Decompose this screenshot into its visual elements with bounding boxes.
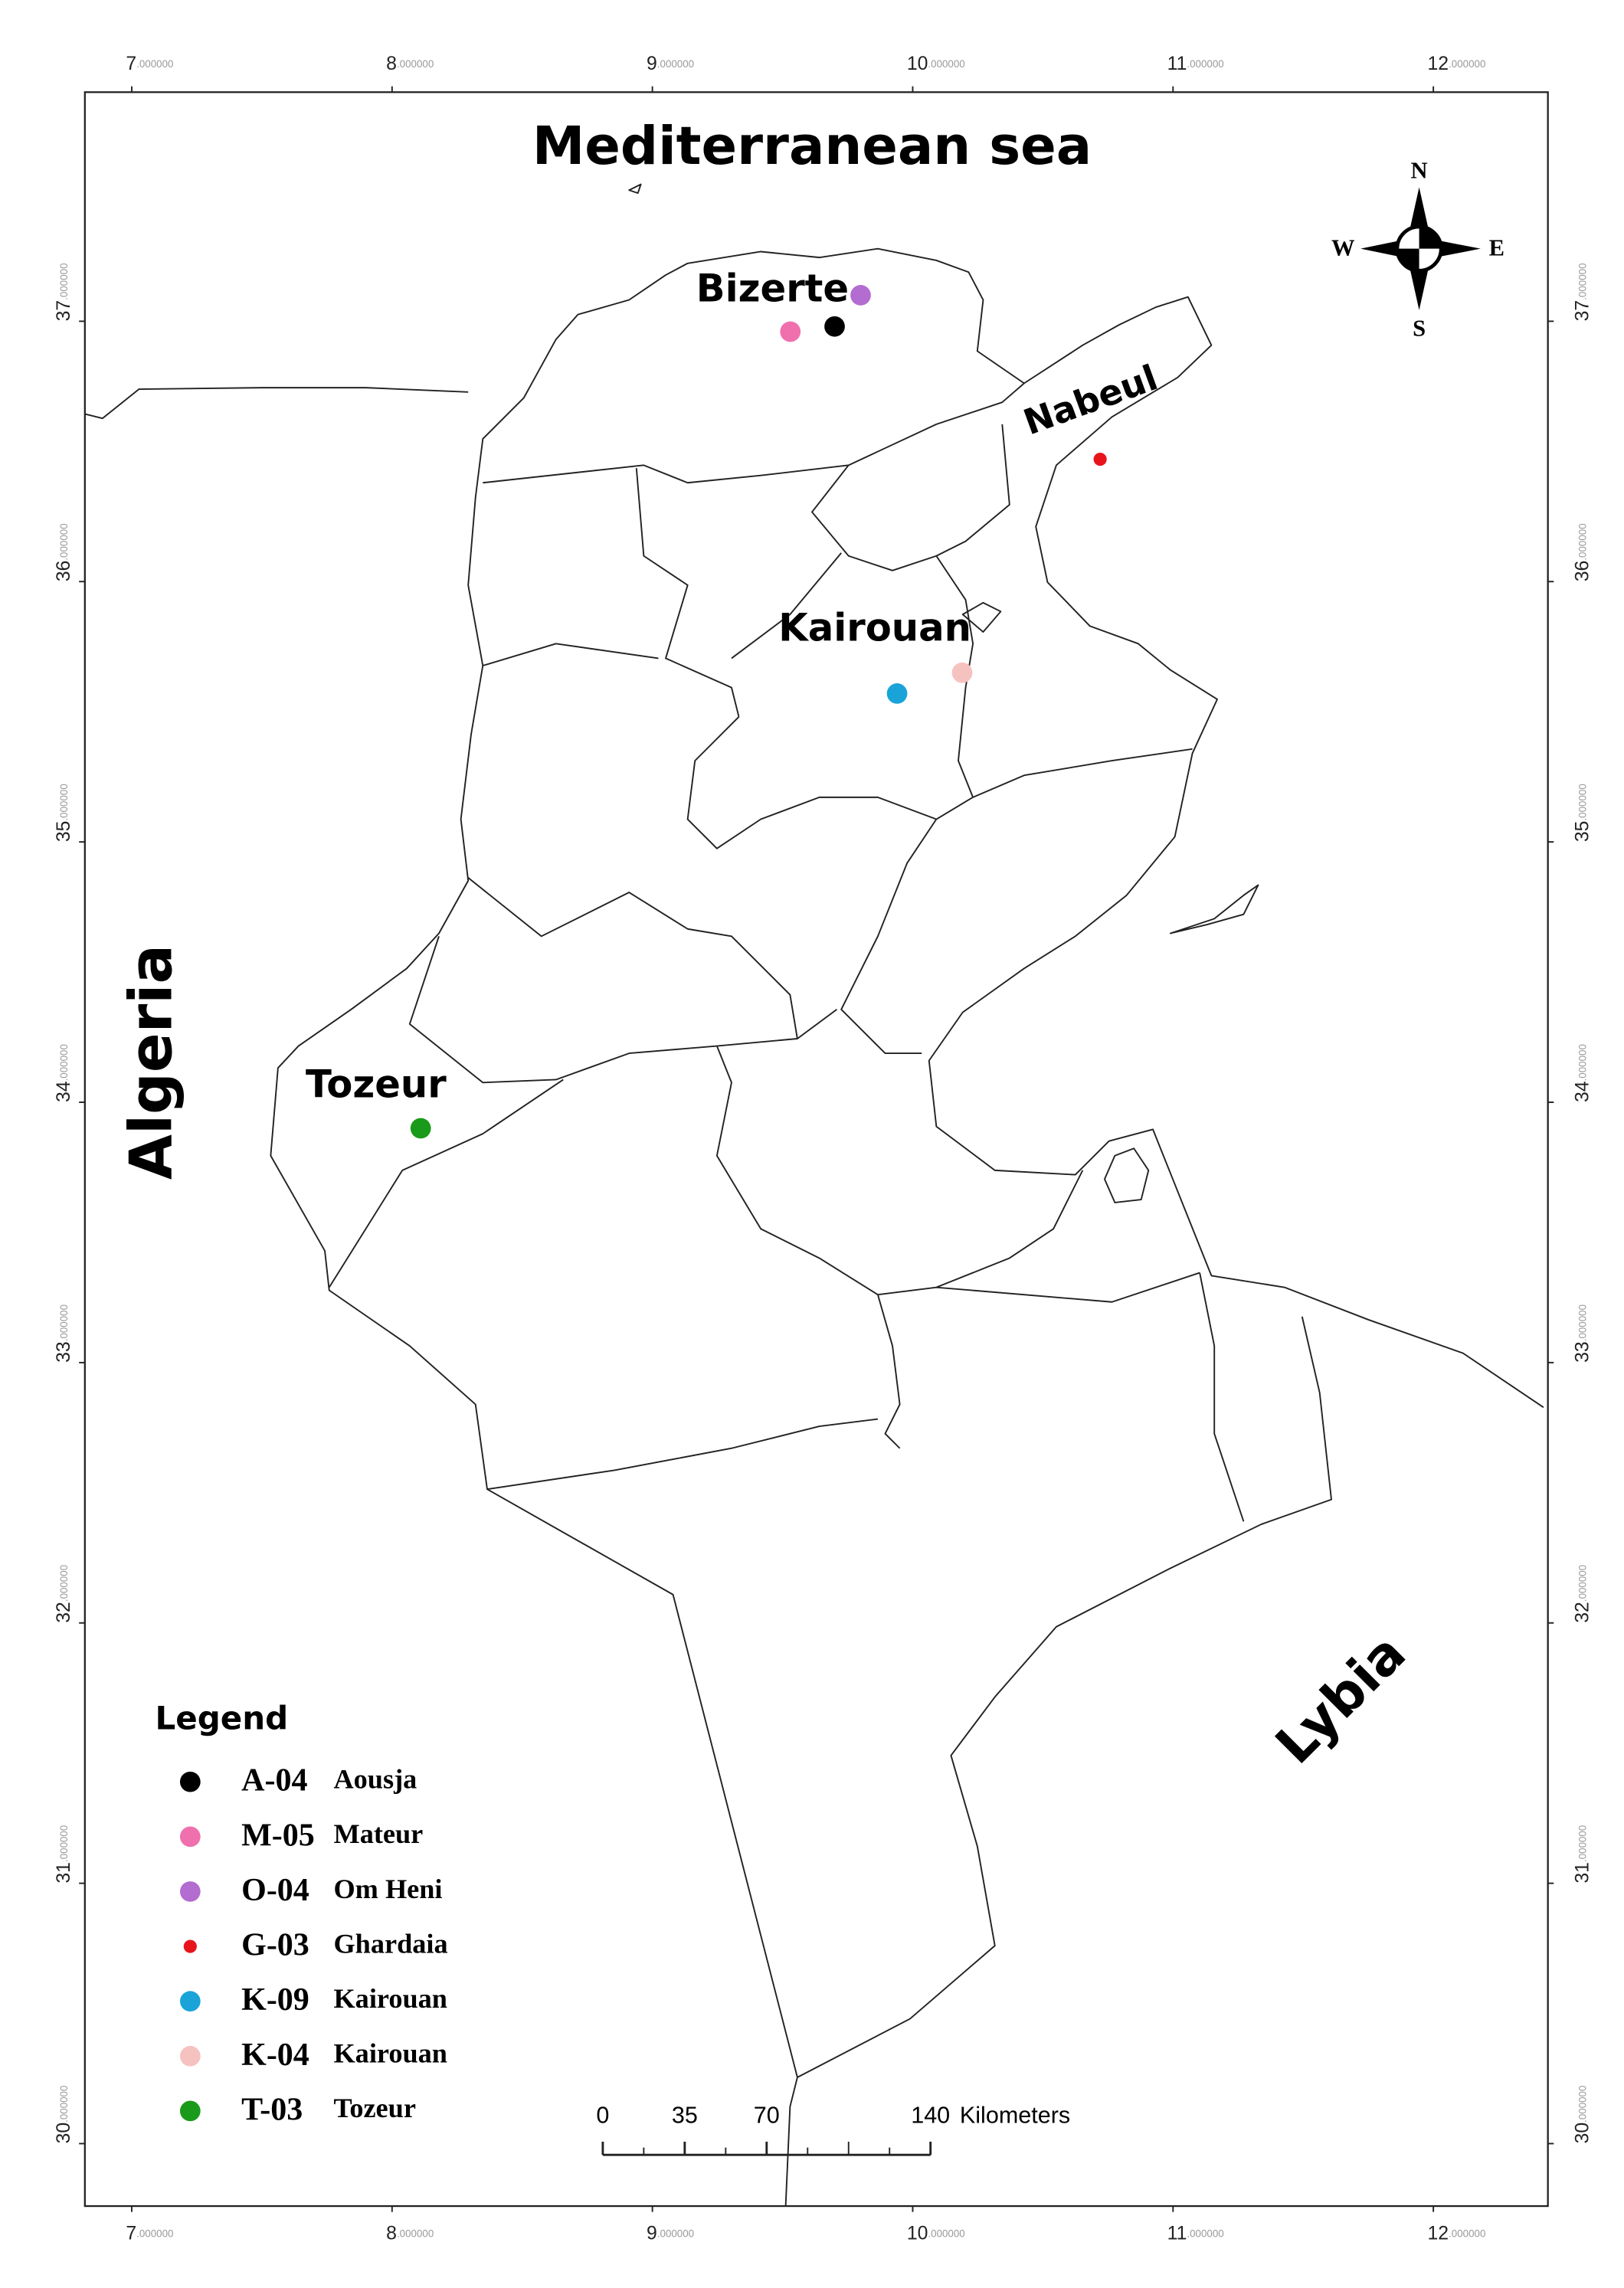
legend: A-04 Aousja M-05 Mateur O-04 Om Heni G-03 Ghard… xyxy=(179,1763,448,2127)
place-label: Tozeur xyxy=(306,1062,447,1107)
tick-label: 7.000000 xyxy=(126,2223,173,2244)
tick-label: 36.000000 xyxy=(54,523,74,581)
compass-label: E xyxy=(1489,235,1504,261)
legend-code: M-05 xyxy=(241,1818,315,1853)
tick-label: 35.000000 xyxy=(1572,784,1593,842)
legend-swatch xyxy=(179,1771,201,1792)
scale-bar: 0 35 70 140 Kilometers xyxy=(596,2103,1070,2156)
compass-label: S xyxy=(1413,316,1426,342)
tick-label: 9.000000 xyxy=(647,54,694,74)
tick-label: 34.000000 xyxy=(1572,1044,1593,1102)
legend-code: A-04 xyxy=(241,1763,307,1799)
site-marker xyxy=(886,683,908,704)
tunisia-outline xyxy=(270,247,1544,2207)
tick-label: 12.000000 xyxy=(1427,54,1485,74)
scale-label: 35 xyxy=(672,2103,698,2129)
site-marker xyxy=(410,1118,431,1139)
legend-name: Kairouan xyxy=(333,2038,447,2069)
tick-label: 37.000000 xyxy=(1572,263,1593,321)
algeria-border xyxy=(84,387,469,420)
tick-label: 11.000000 xyxy=(1167,54,1224,74)
tick-label: 9.000000 xyxy=(647,2223,694,2244)
legend-code: K-04 xyxy=(241,2038,309,2073)
place-label: Bizerte xyxy=(696,267,849,311)
scale-label: 140 xyxy=(911,2103,950,2129)
axis-ticks: 7.000000 7.000000 8.000000 8.000000 9.000000… xyxy=(54,54,1593,2244)
scale-unit: Kilometers xyxy=(960,2103,1070,2129)
compass: N S E W xyxy=(1331,157,1504,341)
legend-name: Kairouan xyxy=(333,1983,447,2014)
tick-label: 33.000000 xyxy=(54,1304,74,1363)
tick-label: 30.000000 xyxy=(1572,2086,1593,2144)
legend-name: Om Heni xyxy=(333,1874,442,1904)
scale-label: 70 xyxy=(754,2103,780,2129)
legend-name: Tozeur xyxy=(333,2093,415,2123)
tick-label: 36.000000 xyxy=(1572,523,1593,581)
scale-label: 0 xyxy=(596,2103,609,2129)
tick-label: 10.000000 xyxy=(907,54,965,74)
compass-fill xyxy=(1396,227,1442,271)
legend-swatch xyxy=(179,2045,201,2067)
legend-name: Ghardaia xyxy=(333,1928,447,1959)
legend-swatch xyxy=(179,1991,201,2012)
tick-label: 34.000000 xyxy=(54,1044,74,1102)
site-marker xyxy=(780,321,801,342)
tick-label: 31.000000 xyxy=(1572,1825,1593,1884)
borders xyxy=(84,183,1544,2207)
place-label: Kairouan xyxy=(778,606,971,650)
legend-title: Legend xyxy=(155,1699,288,1736)
sea-label: Mediterranean sea xyxy=(532,116,1092,177)
map-frame xyxy=(83,91,1549,2208)
country-label: Algeria xyxy=(117,944,185,1180)
legend-code: T-03 xyxy=(241,2092,303,2127)
islands xyxy=(628,183,1259,1203)
tick-label: 32.000000 xyxy=(54,1565,74,1623)
tick-label: 32.000000 xyxy=(1572,1565,1593,1623)
legend-swatch xyxy=(179,1826,201,1848)
tick-label: 10.000000 xyxy=(907,2223,965,2244)
legend-swatch xyxy=(183,1939,197,1953)
tick-label: 8.000000 xyxy=(386,54,434,74)
tick-label: 31.000000 xyxy=(54,1825,74,1884)
legend-name: Mateur xyxy=(333,1818,423,1849)
tick-label: 12.000000 xyxy=(1427,2223,1485,2244)
tick-label: 30.000000 xyxy=(54,2086,74,2144)
compass-label: W xyxy=(1331,235,1355,261)
tick-label: 8.000000 xyxy=(386,2223,434,2244)
tick-label: 33.000000 xyxy=(1572,1304,1593,1363)
sites xyxy=(410,285,1107,1139)
site-marker xyxy=(824,316,845,337)
legend-code: K-09 xyxy=(241,1982,309,2018)
tick-label: 35.000000 xyxy=(54,784,74,842)
site-marker xyxy=(951,662,973,683)
site-marker xyxy=(850,285,871,306)
compass-label: N xyxy=(1411,157,1428,183)
tick-label: 37.000000 xyxy=(54,263,74,321)
tick-label: 11.000000 xyxy=(1167,2223,1224,2244)
legend-swatch xyxy=(179,1881,201,1902)
legend-code: G-03 xyxy=(241,1928,309,1963)
tick-label: 7.000000 xyxy=(126,54,173,74)
legend-code: O-04 xyxy=(241,1873,309,1908)
site-marker xyxy=(1093,452,1107,466)
legend-swatch xyxy=(179,2100,201,2122)
legend-name: Aousja xyxy=(333,1764,417,1795)
